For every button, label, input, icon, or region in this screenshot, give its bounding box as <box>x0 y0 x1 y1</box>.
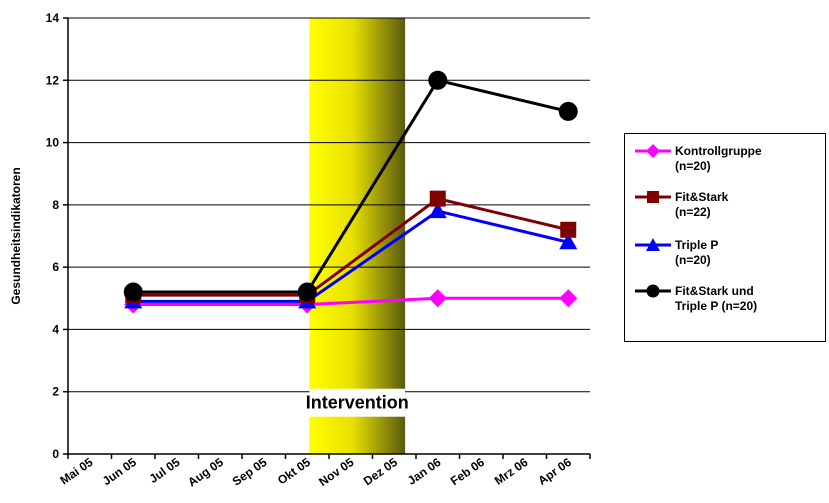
x-tick-label: Aug 05 <box>185 455 226 490</box>
x-tick-label: Jun 05 <box>100 455 139 488</box>
gridlines <box>68 17 590 393</box>
legend-label: Fit&Stark (n=22) <box>675 190 815 220</box>
legend-marker <box>647 191 659 203</box>
legend-item: Fit&Stark und Triple P (n=20) <box>633 284 815 314</box>
legend-label-line: Triple P (n=20) <box>675 299 758 313</box>
legend-label-line: Triple P <box>675 238 719 252</box>
y-tick-label: 10 <box>46 136 60 150</box>
chart-legend: Kontrollgruppe (n=20) Fit&Stark (n=22) Tripl… <box>624 133 826 342</box>
intervention-band <box>309 18 406 454</box>
x-tick-label: Jul 05 <box>147 455 183 486</box>
y-tick-label: 4 <box>52 322 59 336</box>
x-tick-label: Mrz 06 <box>492 455 531 488</box>
series-line <box>133 296 569 307</box>
series-circle <box>123 70 578 302</box>
x-tick-label: Nov 05 <box>316 455 357 489</box>
x-tick-label: Dez 05 <box>361 455 400 488</box>
legend-label-line: (n=20) <box>675 253 711 267</box>
data-point <box>559 233 578 250</box>
y-tick-label: 14 <box>46 11 60 25</box>
x-tick-label: Sep 05 <box>230 455 270 489</box>
series-line <box>133 209 569 303</box>
legend-label: Kontrollgruppe (n=20) <box>675 144 815 174</box>
x-tick-label: Feb 06 <box>448 455 487 488</box>
legend-label-line: (n=20) <box>675 159 711 173</box>
y-tick-label: 2 <box>52 385 59 399</box>
y-tick-label: 8 <box>52 198 59 212</box>
data-point <box>428 289 447 308</box>
y-axis-title: Gesundheitsindikatoren <box>9 167 23 304</box>
y-tick-label: 12 <box>46 73 60 87</box>
y-tick-label: 0 <box>52 447 59 461</box>
legend-marker <box>646 144 660 158</box>
data-point <box>559 289 578 308</box>
x-tick-label: Apr 06 <box>535 455 574 488</box>
legend-label: Fit&Stark und Triple P (n=20) <box>675 284 815 314</box>
legend-marker <box>646 284 660 298</box>
legend-swatch <box>635 238 671 251</box>
data-point <box>429 190 446 207</box>
series-triangle <box>124 202 578 309</box>
legend-swatch <box>635 144 671 158</box>
series-line <box>133 78 569 294</box>
data-point <box>428 70 448 90</box>
data-point <box>297 282 317 302</box>
legend-label: Triple P (n=20) <box>675 238 815 268</box>
series-group <box>123 70 578 314</box>
x-tick-label: Okt 05 <box>275 455 313 488</box>
legend-swatch <box>635 284 671 298</box>
legend-marker <box>646 238 660 251</box>
legend-swatch <box>635 191 671 203</box>
labels-group: Gesundheitsindikatoren Intervention <box>9 167 409 417</box>
series-line <box>133 197 569 297</box>
x-tick-label: Mai 05 <box>57 455 95 488</box>
legend-label-line: Fit&Stark <box>675 190 729 204</box>
x-tick-label: Jan 06 <box>405 455 444 488</box>
data-point <box>558 101 578 121</box>
legend-item: Kontrollgruppe (n=20) <box>633 144 815 174</box>
data-point <box>123 282 143 302</box>
legend-item: Triple P (n=20) <box>633 238 815 268</box>
legend-label-line: Kontrollgruppe <box>675 144 762 158</box>
band-label-background <box>309 388 406 417</box>
intervention-label: Intervention <box>306 393 409 413</box>
legend-label-line: Fit&Stark und <box>675 284 754 298</box>
data-point <box>428 202 447 219</box>
intervention-band-group <box>309 18 406 454</box>
data-point <box>560 221 577 238</box>
legend-label-line: (n=22) <box>675 205 711 219</box>
legend-item: Fit&Stark (n=22) <box>633 190 815 220</box>
y-tick-label: 6 <box>52 260 59 274</box>
